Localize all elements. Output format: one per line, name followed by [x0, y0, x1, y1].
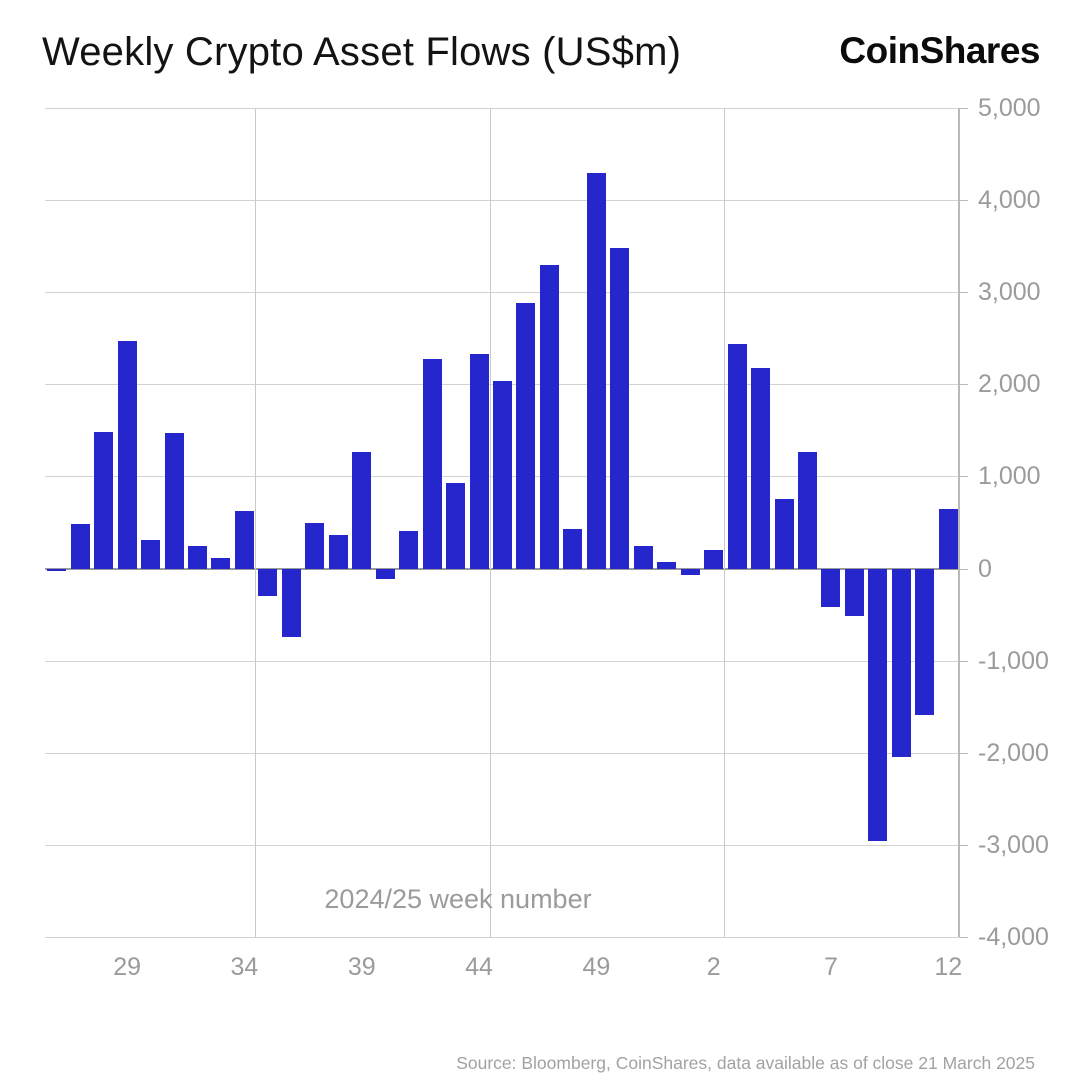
bar [892, 568, 911, 758]
x-gridline [490, 108, 491, 937]
bar [728, 343, 747, 569]
y-gridline [45, 752, 960, 754]
bar [657, 561, 676, 569]
bar [211, 557, 230, 569]
y-tick-mark [960, 384, 968, 386]
y-tick-mark [960, 660, 968, 662]
bar [681, 568, 700, 576]
x-tick-label: 12 [934, 953, 963, 981]
bar [845, 568, 864, 617]
bar [141, 540, 160, 569]
bar [610, 248, 629, 569]
x-axis-title: 2024/25 week number [324, 884, 592, 914]
bar-chart-plot-area: 5,000 4,000 3,000 2,000 1,000 0 -1,000 -2,000 -3… [45, 96, 1049, 980]
bar [563, 528, 582, 569]
bar [258, 568, 277, 597]
y-tick-label: -4,000 [978, 923, 1049, 951]
bar [399, 530, 418, 569]
y-gridline [45, 108, 960, 109]
y-gridline [45, 660, 960, 662]
bar [282, 568, 301, 637]
bar [305, 522, 324, 569]
y-gridline [45, 200, 960, 202]
bar [587, 173, 606, 569]
x-tick-label: 2 [706, 953, 721, 981]
y-tick-label: 3,000 [978, 278, 1041, 307]
x-tick-label: 44 [465, 953, 493, 981]
y-gridline [45, 292, 960, 294]
bar [798, 451, 817, 569]
bar [634, 545, 653, 569]
y-tick-label: 4,000 [978, 186, 1041, 215]
y-tick-label: 2,000 [978, 370, 1041, 399]
bar [470, 353, 489, 569]
y-tick-label: 1,000 [978, 462, 1041, 491]
y-tick-mark [960, 200, 968, 202]
page-title: Weekly Crypto Asset Flows (US$m) [42, 30, 682, 74]
x-tick-label: 29 [113, 953, 142, 981]
bar [329, 535, 348, 569]
bar [71, 524, 90, 569]
bar [165, 433, 184, 569]
y-tick-mark [960, 752, 968, 754]
bar [423, 359, 442, 569]
y-gridline [45, 937, 960, 938]
source-note: Source: Bloomberg, CoinShares, data avai… [456, 1053, 1035, 1073]
bar [352, 451, 371, 569]
x-tick-label: 39 [347, 953, 376, 981]
bar [751, 367, 770, 569]
bar [516, 303, 535, 569]
bar [376, 568, 395, 579]
y-tick-mark [960, 937, 968, 938]
x-gridline [724, 108, 725, 937]
bar [540, 264, 559, 569]
y-tick-label: -1,000 [978, 646, 1049, 675]
bar [235, 511, 254, 569]
x-tick-label: 49 [582, 953, 611, 981]
y-axis-line [958, 108, 960, 937]
bar [188, 546, 207, 569]
y-tick-mark [960, 292, 968, 294]
bar [939, 508, 958, 569]
bar [493, 380, 512, 569]
y-tick-label: -3,000 [978, 830, 1049, 859]
bar [868, 568, 887, 842]
y-tick-mark [960, 476, 968, 478]
bar [915, 568, 934, 715]
y-tick-label: 5,000 [978, 94, 1041, 122]
bar [446, 482, 465, 569]
bar [118, 341, 137, 569]
x-gridline [255, 108, 256, 937]
bar [821, 568, 840, 608]
y-tick-mark [960, 108, 968, 109]
zero-gridline [45, 567, 960, 570]
bar [94, 432, 113, 569]
x-tick-label: 34 [230, 953, 259, 981]
bar [704, 550, 723, 569]
x-tick-label: 7 [824, 953, 838, 981]
y-tick-mark [960, 568, 968, 570]
y-tick-label: 0 [978, 554, 992, 583]
bar [47, 568, 66, 571]
y-tick-mark [960, 844, 968, 846]
brand-logo: CoinShares [839, 30, 1040, 71]
bar [775, 499, 794, 569]
y-tick-label: -2,000 [978, 738, 1049, 767]
y-gridline [45, 844, 960, 846]
